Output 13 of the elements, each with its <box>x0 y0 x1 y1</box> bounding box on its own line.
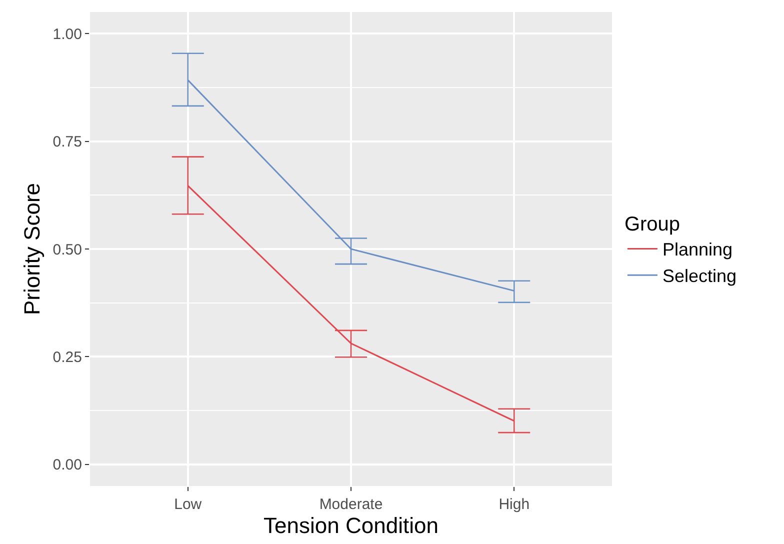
y-tick-label: 0.25 <box>52 348 82 366</box>
x-tick-label: Moderate <box>319 496 383 513</box>
y-tick-label: 0.50 <box>52 241 82 258</box>
y-tick-label: 1.00 <box>52 26 82 43</box>
legend-title: Group <box>624 214 680 236</box>
y-tick-label: 0.75 <box>52 134 82 151</box>
legend-label: Planning <box>662 240 733 260</box>
x-axis-title: Tension Condition <box>264 513 438 538</box>
y-axis-title: Priority Score <box>20 182 45 316</box>
x-tick-label: High <box>498 496 530 513</box>
legend-label: Selecting <box>662 266 737 286</box>
x-tick-label: Low <box>174 496 202 513</box>
y-tick-label: 0.00 <box>52 456 82 474</box>
